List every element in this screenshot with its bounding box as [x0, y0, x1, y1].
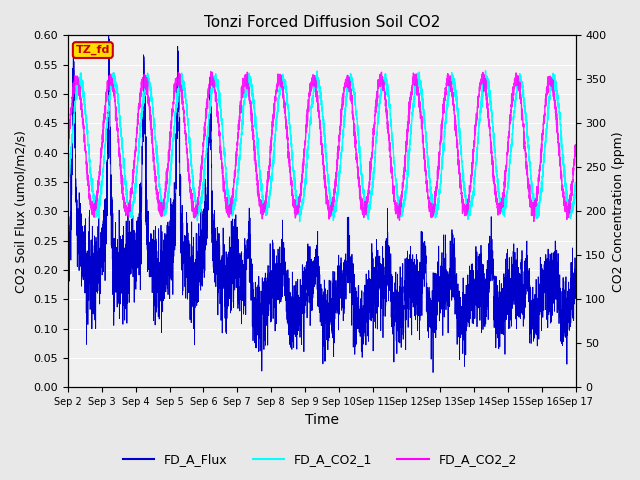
Title: Tonzi Forced Diffusion Soil CO2: Tonzi Forced Diffusion Soil CO2 — [204, 15, 440, 30]
X-axis label: Time: Time — [305, 413, 339, 427]
Legend: FD_A_Flux, FD_A_CO2_1, FD_A_CO2_2: FD_A_Flux, FD_A_CO2_1, FD_A_CO2_2 — [118, 448, 522, 471]
Y-axis label: CO2 Concentration (ppm): CO2 Concentration (ppm) — [612, 131, 625, 292]
Text: TZ_fd: TZ_fd — [76, 45, 110, 55]
Y-axis label: CO2 Soil Flux (umol/m2/s): CO2 Soil Flux (umol/m2/s) — [15, 130, 28, 293]
